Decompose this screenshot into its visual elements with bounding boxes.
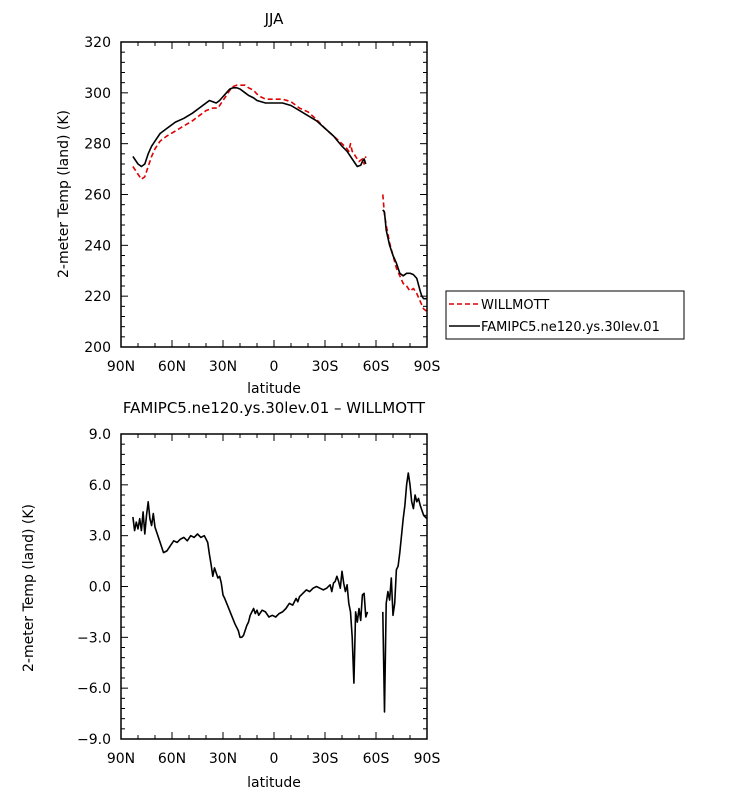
series-line-willmott-segment-1 bbox=[382, 194, 428, 313]
x-tick-label: 60N bbox=[158, 751, 186, 767]
legend: WILLMOTT FAMIPC5.ne120.ys.30lev.01 bbox=[445, 290, 685, 340]
x-tick-label: 30N bbox=[209, 751, 237, 767]
y-tick-label: 300 bbox=[84, 86, 111, 102]
legend-label-famipc5: FAMIPC5.ne120.ys.30lev.01 bbox=[481, 320, 660, 335]
y-tick-label: −3.0 bbox=[77, 630, 111, 646]
bottom-chart-title: FAMIPC5.ne120.ys.30lev.01 – WILLMOTT bbox=[123, 399, 426, 417]
bottom-axis-ticks: 90N 60N 30N 0 30S 60S 90S −9.0 −6.0 −3.0 0.0 3.0 6.0… bbox=[77, 427, 440, 767]
x-tick-label: 90S bbox=[414, 359, 441, 375]
y-tick-label: −9.0 bbox=[77, 732, 111, 748]
y-tick-label: 9.0 bbox=[89, 427, 111, 443]
x-tick-label: 30S bbox=[312, 751, 339, 767]
x-tick-label: 90N bbox=[107, 359, 135, 375]
x-tick-label: 90S bbox=[414, 751, 441, 767]
y-tick-label: 6.0 bbox=[89, 478, 111, 494]
x-tick-label: 30N bbox=[209, 359, 237, 375]
y-tick-label: 0.0 bbox=[89, 580, 111, 596]
series-line-series-0-segment-0 bbox=[132, 501, 369, 684]
y-tick-label: 320 bbox=[84, 35, 111, 51]
series-line-famipc5-ne120-ys-30lev-01-segment-1 bbox=[382, 209, 427, 300]
bottom-plot-frame bbox=[120, 433, 428, 740]
y-tick-label: 220 bbox=[84, 289, 111, 305]
series-line-famipc5-ne120-ys-30lev-01-segment-0 bbox=[132, 87, 367, 168]
legend-label-willmott: WILLMOTT bbox=[481, 298, 549, 313]
y-tick-label: 280 bbox=[84, 137, 111, 153]
y-tick-label: 260 bbox=[84, 188, 111, 204]
x-tick-label: 60S bbox=[363, 359, 390, 375]
series-line-series-0-segment-1 bbox=[382, 472, 428, 713]
x-tick-label: 60S bbox=[363, 751, 390, 767]
x-tick-label: 30S bbox=[312, 359, 339, 375]
y-tick-label: −6.0 bbox=[77, 681, 111, 697]
y-tick-label: 200 bbox=[84, 340, 111, 356]
top-axis-ticks: 90N 60N 30N 0 30S 60S 90S 200 220 240 260 280 300 320 bbox=[84, 35, 440, 375]
top-panel-mean-temperature: JJA 90N 60N 30N 0 30S 60S 90S 200 220 240 260 280 30… bbox=[56, 10, 685, 397]
y-tick-label: 240 bbox=[84, 238, 111, 254]
bottom-panel-difference: FAMIPC5.ne120.ys.30lev.01 – WILLMOTT 90N… bbox=[21, 399, 440, 791]
legend-box bbox=[445, 290, 685, 340]
x-tick-label: 0 bbox=[270, 751, 279, 767]
top-y-axis-label: 2-meter Temp (land) (K) bbox=[56, 110, 72, 278]
bottom-x-axis-label: latitude bbox=[247, 775, 301, 791]
x-tick-label: 90N bbox=[107, 751, 135, 767]
x-tick-label: 0 bbox=[270, 359, 279, 375]
bottom-y-axis-label: 2-meter Temp (land) (K) bbox=[21, 504, 37, 672]
top-chart-title: JJA bbox=[264, 10, 285, 28]
top-x-axis-label: latitude bbox=[247, 381, 301, 397]
top-plot-frame bbox=[120, 41, 428, 348]
x-tick-label: 60N bbox=[158, 359, 186, 375]
top-series-group bbox=[132, 84, 428, 313]
y-tick-label: 3.0 bbox=[89, 529, 111, 545]
series-line-willmott-segment-0 bbox=[132, 84, 367, 181]
bottom-series-group bbox=[132, 472, 428, 713]
